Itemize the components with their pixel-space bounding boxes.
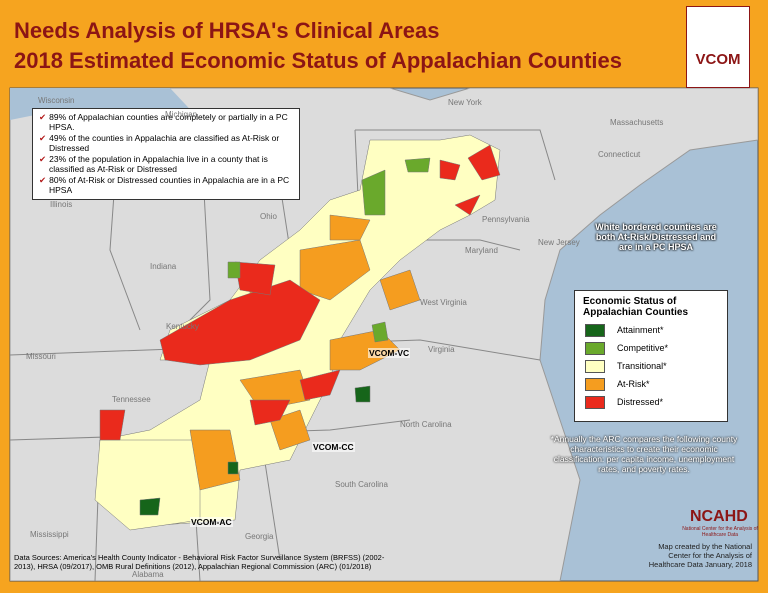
fact: 49% of the counties in Appalachia are cl… (37, 133, 295, 153)
sources: Data Sources: America's Health County In… (14, 553, 385, 571)
state-label: New York (448, 98, 482, 107)
state-label: Missouri (26, 352, 56, 361)
region-distressed (159, 279, 321, 366)
legend-label: Competitive* (617, 343, 669, 353)
region-attainment (139, 497, 161, 516)
region-attainment (354, 385, 371, 403)
state-label: Virginia (428, 345, 455, 354)
region-distressed (454, 194, 481, 216)
region-distressed (234, 261, 276, 296)
legend-swatch (585, 323, 605, 337)
state-label: Michigan (165, 110, 198, 119)
legend: Economic Status of Appalachian Counties … (574, 290, 728, 422)
legend-title: Economic Status of Appalachian Counties (583, 296, 689, 318)
credit: Map created by the National Center for t… (648, 542, 752, 569)
region-at-risk (299, 239, 371, 301)
state-label: Pennsylvania (482, 215, 530, 224)
state-label: Maryland (465, 246, 498, 255)
state-label: South Carolina (335, 480, 388, 489)
region-transitional (94, 439, 201, 531)
region-distressed (249, 399, 291, 426)
legend-swatch (585, 377, 605, 391)
logo: VCOM (686, 6, 750, 88)
state-label: Kentucky (166, 322, 199, 331)
campus-label: VCOM-CC (312, 442, 355, 452)
campus-label: VCOM-AC (190, 517, 233, 527)
region-attainment (227, 461, 239, 475)
state-label: Indiana (150, 262, 177, 271)
region-competitive (404, 157, 431, 173)
state-label: Wisconsin (38, 96, 75, 105)
region-distressed (299, 369, 341, 401)
note: *Annually the ARC compares the following… (550, 434, 738, 474)
campus-label: VCOM-VC (368, 348, 411, 358)
legend-swatch (585, 341, 605, 355)
credit-logo: NCAHD (690, 508, 748, 525)
region-competitive (227, 261, 241, 279)
subtitle: 2018 Estimated Economic Status of Appala… (14, 48, 622, 73)
state-label: Georgia (245, 532, 274, 541)
logo-text: VCOM (695, 51, 741, 68)
region-competitive (361, 169, 386, 216)
region-distressed (439, 159, 461, 181)
legend-item: At-Risk* (585, 377, 727, 391)
region-at-risk (379, 269, 421, 311)
state-label: New Jersey (538, 238, 580, 247)
state-label: North Carolina (400, 420, 452, 429)
legend-label: At-Risk* (617, 379, 650, 389)
state-label: Alabama (132, 570, 164, 579)
fact: 80% of At-Risk or Distressed counties in… (37, 175, 295, 195)
region-at-risk (329, 214, 371, 241)
fact: 89% of Appalachian counties are complete… (37, 112, 295, 132)
legend-item: Distressed* (585, 395, 727, 409)
legend-label: Attainment* (617, 325, 664, 335)
region-at-risk (189, 429, 241, 491)
legend-label: Transitional* (617, 361, 667, 371)
legend-swatch (585, 395, 605, 409)
state-label: Ohio (260, 212, 277, 221)
legend-label: Distressed* (617, 397, 664, 407)
callout: White bordered counties are both At-Risk… (595, 222, 717, 252)
legend-swatch (585, 359, 605, 373)
facts-box: 89% of Appalachian counties are complete… (32, 108, 300, 200)
appalachia (94, 134, 501, 531)
state-label: Connecticut (598, 150, 641, 159)
legend-item: Attainment* (585, 323, 727, 337)
fact: 23% of the population in Appalachia live… (37, 154, 295, 174)
state-label: Massachusetts (610, 118, 664, 127)
legend-item: Competitive* (585, 341, 727, 355)
legend-item: Transitional* (585, 359, 727, 373)
state-label: West Virginia (420, 298, 467, 307)
credit-logo-sub: National Center for the Analysis of Heal… (682, 526, 758, 538)
state-label: Illinois (50, 200, 73, 209)
region-distressed (99, 409, 126, 441)
region-distressed (467, 144, 501, 181)
region-competitive (371, 321, 389, 343)
state-label: Mississippi (30, 530, 69, 539)
state-label: Tennessee (112, 395, 151, 404)
title: Needs Analysis of HRSA's Clinical Areas (14, 18, 440, 43)
